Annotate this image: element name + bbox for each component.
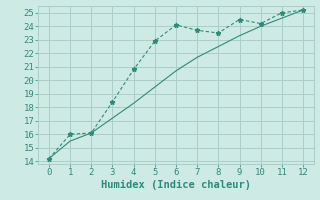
- X-axis label: Humidex (Indice chaleur): Humidex (Indice chaleur): [101, 180, 251, 190]
